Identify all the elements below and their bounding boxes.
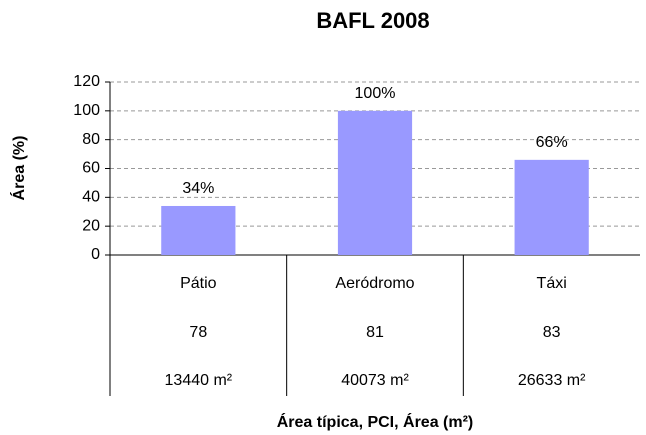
data-label: 34% [182,180,214,197]
y-tick-label: 40 [82,189,100,206]
bar [337,110,413,255]
table-cell: 26633 m² [518,372,586,389]
y-tick-label: 20 [82,217,100,234]
y-axis-label: Área (%) [9,136,28,201]
table-cell: 83 [543,324,561,341]
y-tick-label: 0 [91,246,100,263]
table-cell: 40073 m² [341,372,409,389]
x-tick-label: Pátio [180,275,217,292]
y-tick-label: 100 [73,102,100,119]
table-cell: 81 [366,324,384,341]
chart-title: BAFL 2008 [316,8,429,33]
y-tick-label: 120 [73,73,100,90]
x-axis-label: Área típica, PCI, Área (m²) [277,412,474,431]
x-tick-label: Aeródromo [335,275,414,292]
data-label: 100% [355,85,396,102]
data-label: 66% [536,134,568,151]
bar [161,205,236,255]
x-tick-label: Táxi [537,275,567,292]
bar [514,159,589,255]
table-cell: 13440 m² [165,372,233,389]
table-cell: 78 [189,324,207,341]
y-tick-label: 60 [82,160,100,177]
y-tick-label: 80 [82,131,100,148]
